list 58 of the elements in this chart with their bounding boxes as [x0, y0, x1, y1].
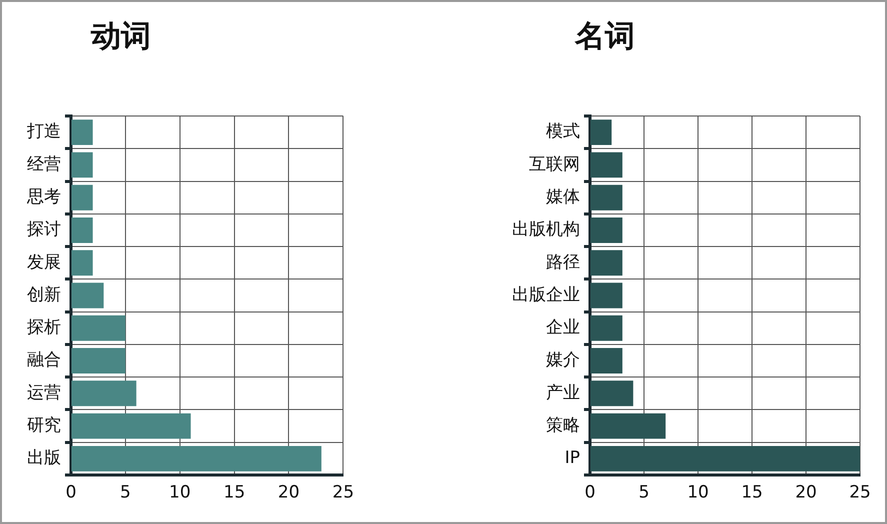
x-tick-label: 15: [741, 482, 763, 503]
chart-title: 名词: [575, 19, 635, 55]
y-tick-label: 运营: [27, 382, 61, 403]
bar: [72, 184, 93, 210]
x-tick-label: 5: [638, 482, 650, 503]
y-tick-label: IP: [564, 448, 580, 468]
y-tick-label: 经营: [27, 154, 61, 174]
y-tick-label: 探析: [27, 318, 61, 338]
x-tick-label: 25: [332, 482, 354, 503]
bar: [72, 315, 126, 341]
bar: [72, 413, 191, 439]
x-tick-label: 20: [795, 482, 817, 503]
bar: [72, 120, 93, 146]
x-tick-label: 20: [278, 482, 300, 503]
x-tick-label: 10: [169, 482, 191, 503]
bar: [72, 152, 93, 178]
y-tick-label: 出版: [27, 448, 61, 468]
y-tick-label: 互联网: [529, 154, 580, 174]
y-tick-label: 媒介: [546, 350, 580, 370]
y-tick-label: 融合: [27, 350, 61, 370]
bar: [590, 446, 860, 472]
bar: [590, 348, 622, 374]
bar: [72, 348, 126, 374]
y-tick-label: 企业: [546, 318, 580, 338]
y-tick-label: 打造: [26, 122, 61, 142]
x-tick-label: 10: [687, 482, 709, 503]
y-tick-label: 出版企业: [512, 284, 580, 305]
bar: [590, 120, 612, 146]
bar: [590, 413, 666, 439]
x-tick-label: 5: [120, 482, 131, 503]
y-tick-label: 思考: [26, 187, 61, 208]
y-tick-label: 媒体: [546, 187, 580, 208]
bar: [590, 282, 622, 308]
bar: [72, 380, 136, 406]
bar: [72, 282, 104, 308]
bar: [590, 152, 622, 178]
y-tick-label: 模式: [546, 122, 580, 142]
bar: [72, 446, 322, 472]
bar: [590, 250, 622, 276]
y-tick-label: 产业: [546, 382, 580, 403]
chart-title: 动词: [91, 19, 151, 55]
y-tick-label: 创新: [27, 284, 61, 305]
bar: [590, 218, 622, 243]
y-tick-label: 探讨: [27, 220, 61, 240]
y-tick-label: 策略: [546, 415, 580, 436]
x-tick-label: 0: [66, 482, 76, 503]
bar: [72, 250, 93, 276]
x-tick-label: 15: [223, 482, 246, 503]
bar: [590, 184, 622, 210]
bar: [590, 380, 634, 406]
y-tick-label: 出版机构: [512, 220, 580, 240]
x-tick-label: 25: [849, 482, 871, 503]
bar: [590, 315, 622, 341]
y-tick-label: 路径: [546, 252, 580, 272]
x-tick-label: 0: [584, 482, 596, 503]
y-tick-label: 研究: [27, 415, 61, 436]
y-tick-label: 发展: [27, 252, 61, 272]
bar: [72, 218, 93, 243]
